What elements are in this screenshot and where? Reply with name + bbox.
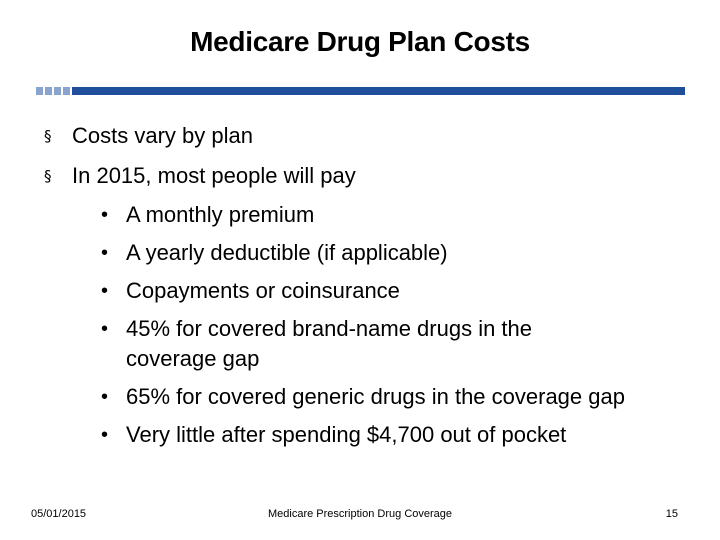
sub-bullet-text: A monthly premium (126, 202, 315, 227)
dot-bullet-icon: • (101, 424, 109, 446)
sub-bullet-item: • 65% for covered generic drugs in the c… (44, 378, 694, 416)
title-divider (36, 87, 685, 95)
bullet-item: § In 2015, most people will pay (44, 156, 694, 196)
dot-bullet-icon: • (101, 280, 109, 302)
sub-bullet-text: Copayments or coinsurance (126, 278, 400, 303)
sub-bullet-text: 65% for covered generic drugs in the cov… (126, 384, 625, 409)
page-number: 15 (665, 508, 678, 520)
section-bullet-icon: § (44, 167, 52, 185)
bullet-list: § Costs vary by plan § In 2015, most peo… (44, 116, 694, 454)
divider-square (45, 87, 52, 95)
dot-bullet-icon: • (101, 204, 109, 226)
footer-date: 05/01/2015 (31, 508, 87, 520)
sub-bullet-item: • Very little after spending $4,700 out … (44, 416, 694, 454)
sub-bullet-text: 45% for covered brand-name drugs in the … (126, 316, 533, 371)
section-bullet-icon: § (44, 127, 52, 145)
dot-bullet-icon: • (101, 242, 109, 264)
divider-squares (36, 87, 70, 95)
dot-bullet-icon: • (101, 386, 109, 408)
sub-bullet-item: • Copayments or coinsurance (44, 272, 694, 310)
divider-line (72, 87, 685, 95)
dot-bullet-icon: • (101, 318, 109, 340)
bullet-text: Costs vary by plan (72, 123, 253, 148)
slide-title: Medicare Drug Plan Costs (190, 26, 530, 57)
bullet-text: In 2015, most people will pay (72, 163, 356, 188)
sub-bullet-item: • A yearly deductible (if applicable) (44, 234, 694, 272)
sub-bullet-item: • A monthly premium (44, 196, 694, 234)
footer-title: Medicare Prescription Drug Coverage (267, 508, 453, 520)
divider-square (63, 87, 70, 95)
divider-square (54, 87, 61, 95)
sub-bullet-text: Very little after spending $4,700 out of… (126, 422, 567, 447)
sub-bullet-item: • 45% for covered brand-name drugs in th… (44, 310, 626, 378)
bullet-item: § Costs vary by plan (44, 116, 694, 156)
divider-square (36, 87, 43, 95)
sub-bullet-text: A yearly deductible (if applicable) (126, 240, 448, 265)
